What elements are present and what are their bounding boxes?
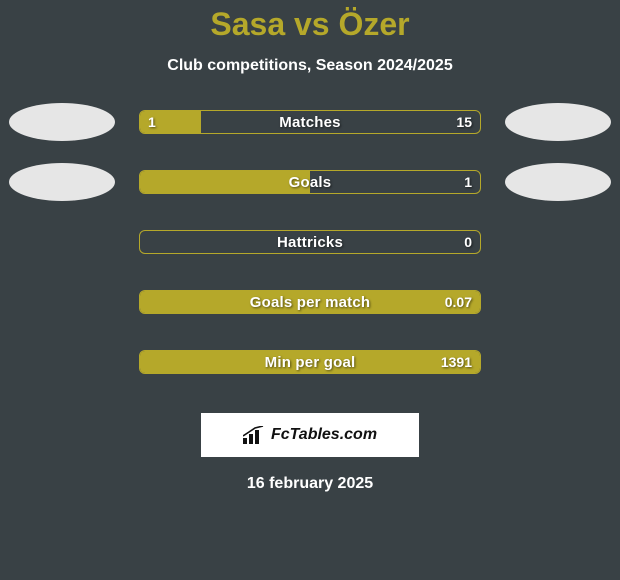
- player-left-avatar: [9, 163, 115, 201]
- stat-bar: Goals per match0.07: [139, 290, 481, 314]
- stat-right-value: 0: [464, 231, 472, 253]
- stat-bar: Min per goal1391: [139, 350, 481, 374]
- stat-right-value: 1: [464, 171, 472, 193]
- stat-bar: 1Matches15: [139, 110, 481, 134]
- infographic-root: Sasa vs Özer Club competitions, Season 2…: [0, 0, 620, 493]
- stat-label: Goals per match: [140, 291, 480, 313]
- stat-row: 1Matches15: [0, 103, 620, 141]
- stat-row: Min per goal1391: [0, 343, 620, 381]
- stat-row: Goals per match0.07: [0, 283, 620, 321]
- stat-right-value: 0.07: [445, 291, 472, 313]
- subtitle: Club competitions, Season 2024/2025: [0, 57, 620, 75]
- stat-label: Min per goal: [140, 351, 480, 373]
- player-left-avatar: [9, 103, 115, 141]
- player-right-avatar: [505, 163, 611, 201]
- stat-label: Goals: [140, 171, 480, 193]
- stat-right-value: 15: [456, 111, 472, 133]
- brand-badge: FcTables.com: [201, 413, 419, 457]
- brand-text: FcTables.com: [271, 426, 377, 444]
- player-right-avatar: [505, 103, 611, 141]
- stat-label: Hattricks: [140, 231, 480, 253]
- stat-bar: Hattricks0: [139, 230, 481, 254]
- stats-area: 1Matches15Goals1Hattricks0Goals per matc…: [0, 103, 620, 381]
- brand-chart-icon: [243, 426, 265, 444]
- stat-row: Goals1: [0, 163, 620, 201]
- stat-right-value: 1391: [441, 351, 472, 373]
- stat-label: Matches: [140, 111, 480, 133]
- stat-bar: Goals1: [139, 170, 481, 194]
- stat-row: Hattricks0: [0, 223, 620, 261]
- date-label: 16 february 2025: [0, 475, 620, 493]
- page-title: Sasa vs Özer: [0, 6, 620, 43]
